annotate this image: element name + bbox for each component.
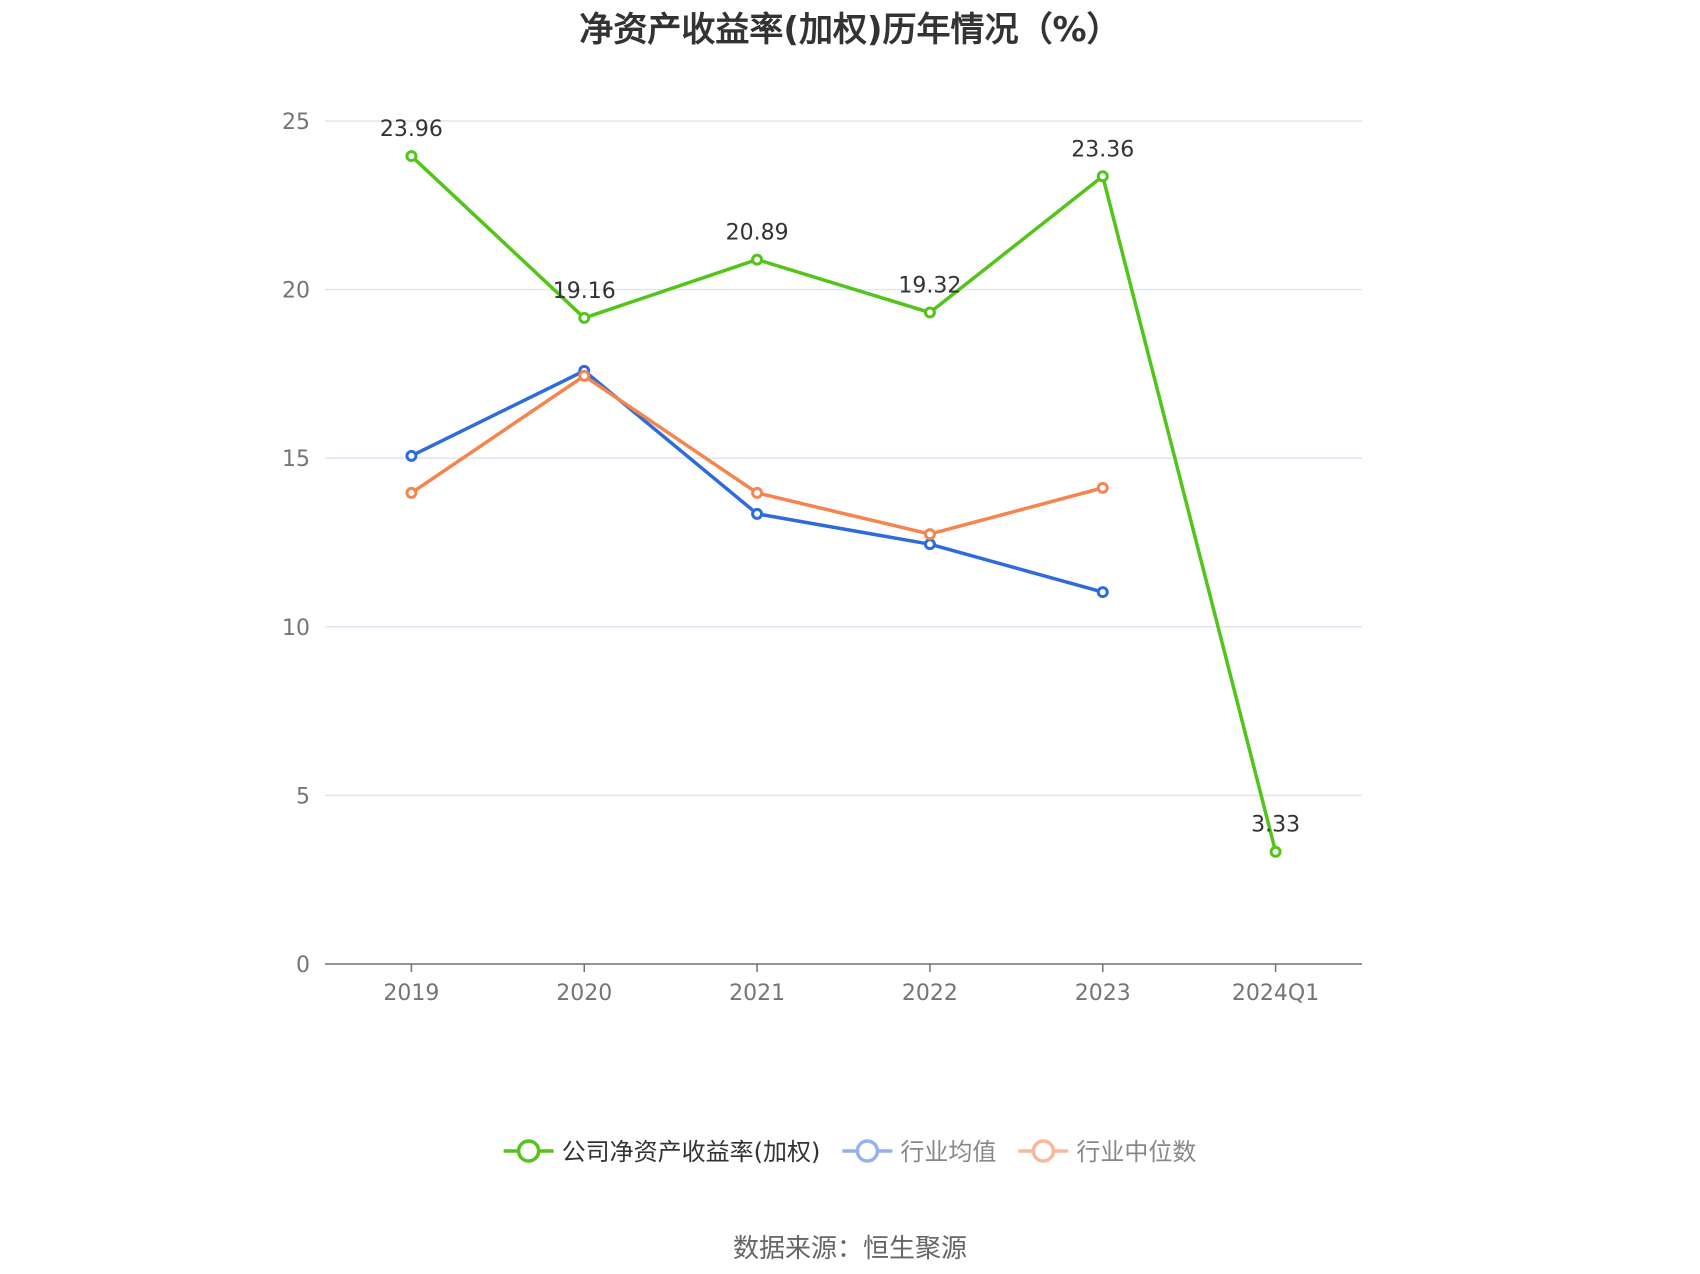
data-point [1096,586,1109,599]
data-label: 19.32 [898,274,961,299]
data-point [923,306,936,319]
series-group [405,150,1282,858]
x-axis-ticks: 2019 2020 2021 2022 2023 2024Q1 [383,964,1319,1006]
data-label: 23.36 [1071,137,1134,162]
data-label: 19.16 [553,279,616,304]
y-tick-label: 5 [296,784,310,809]
y-axis-ticks: 0 5 10 15 20 25 [282,110,310,978]
data-point [1096,481,1109,494]
x-tick-label: 2022 [902,981,958,1006]
data-point [923,528,936,541]
data-point [405,150,418,163]
legend: 公司净资产收益率(加权) 行业均值 行业中位数 [503,1138,1196,1166]
chart-title: 净资产收益率(加权)历年情况（%） [579,10,1121,50]
x-tick-label: 2024Q1 [1232,981,1319,1006]
legend-label: 行业中位数 [1076,1138,1196,1166]
x-tick-label: 2021 [729,981,785,1006]
data-point [751,486,764,499]
data-label: 3.33 [1251,813,1300,838]
data-source: 数据来源：恒生聚源 [732,1234,967,1264]
legend-label: 行业均值 [900,1138,996,1166]
y-tick-label: 25 [282,110,310,135]
x-tick-label: 2020 [556,981,612,1006]
y-tick-label: 15 [282,447,310,472]
y-tick-label: 0 [296,953,310,978]
data-point [751,253,764,266]
data-point [923,538,936,551]
data-point [578,369,591,382]
series-line [410,154,1278,853]
data-label: 23.96 [380,117,443,142]
y-tick-label: 20 [282,279,310,304]
data-point [1096,170,1109,183]
data-label: 20.89 [726,221,789,246]
legend-label: 公司净资产收益率(加权) [562,1138,821,1166]
y-tick-label: 10 [282,616,310,641]
legend-marker [855,1139,880,1163]
data-labels: 23.96 19.16 20.89 19.32 23.36 3.33 [380,117,1300,838]
data-point [578,311,591,324]
data-point [405,449,418,462]
grid-lines [325,120,1362,797]
data-point [1269,845,1282,858]
legend-marker [516,1139,541,1163]
data-point [751,507,764,520]
data-point [405,486,418,499]
series-line [410,369,1104,594]
legend-marker [1031,1139,1056,1163]
x-tick-label: 2023 [1075,981,1131,1006]
x-tick-label: 2019 [383,981,439,1006]
